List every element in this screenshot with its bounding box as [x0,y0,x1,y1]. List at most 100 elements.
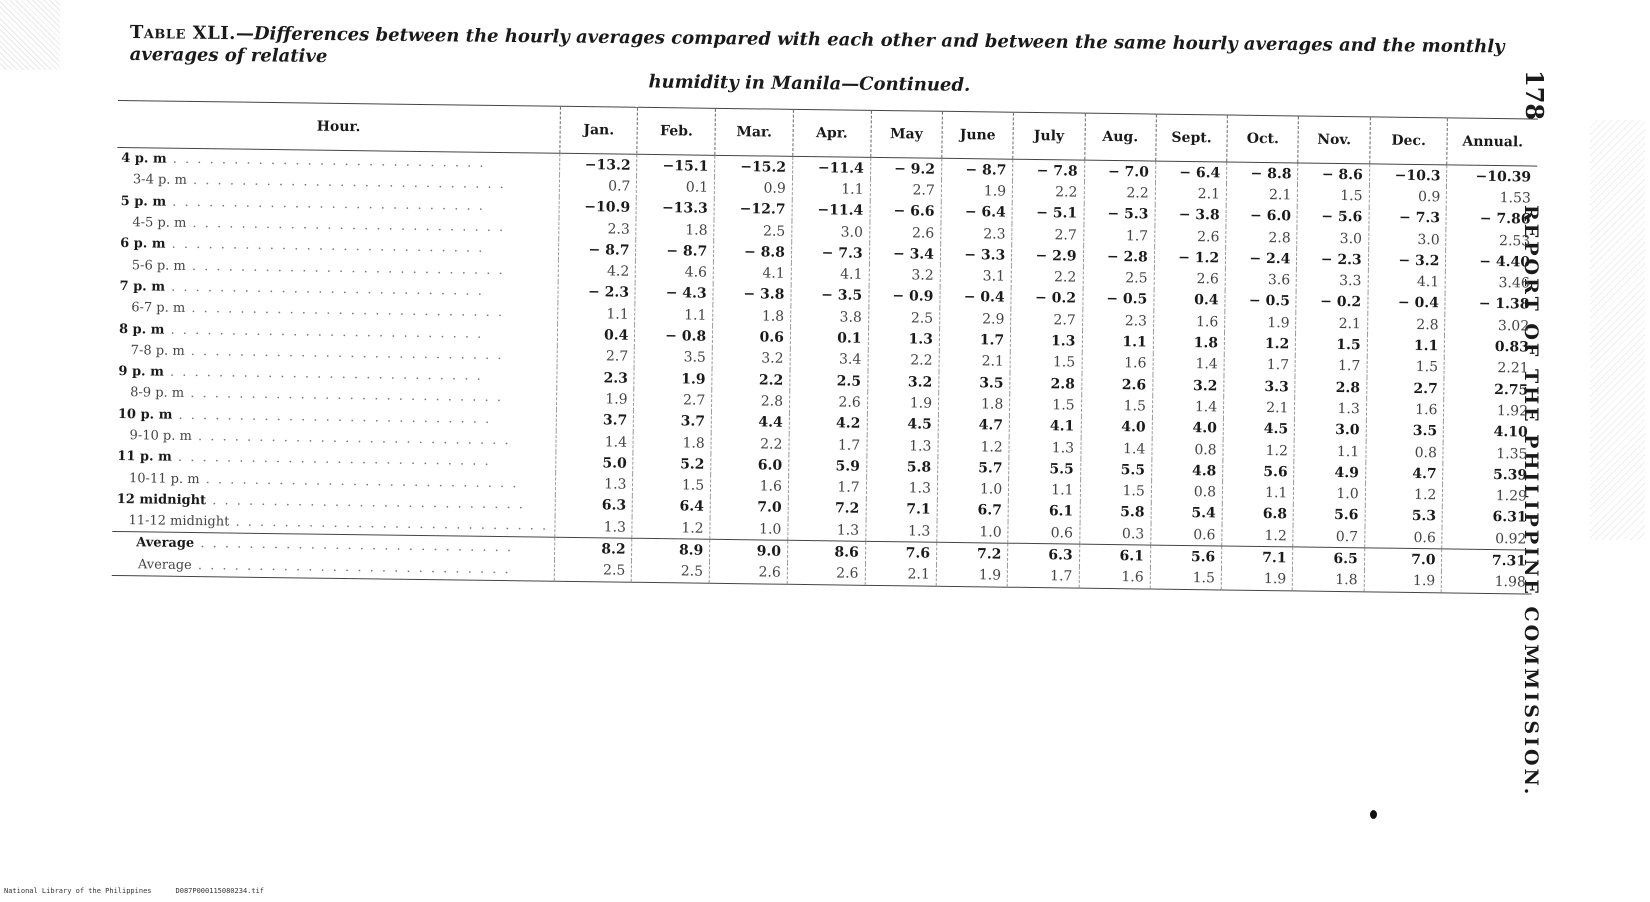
table-cell: 5.7 [937,456,1010,480]
column-header: Sept. [1155,114,1228,163]
row-label-text: 12 midnight [116,491,207,509]
table-cell: 1.9 [634,367,713,391]
table-cell: 5.4 [1150,502,1223,525]
table-cell: 0.92 [1442,527,1533,551]
leader-dots: . . . . . . . . . . . . . . . . . . . . … [194,536,514,556]
table-cell: 1.0 [1293,482,1366,506]
running-title: REPORT OF THE PHILIPPINE COMMISSION. [1520,205,1542,798]
table-cell: 1.7 [788,476,867,499]
table-cell: 4.2 [557,260,636,283]
table-cell: 4.1 [791,263,870,286]
table-cell: 1.6 [1081,352,1154,375]
leader-dots: . . . . . . . . . . . . . . . . . . . . … [186,215,506,236]
table-cell: −10.39 [1446,164,1538,188]
table-cell: 4.5 [1223,418,1295,441]
table-cell: 5.3 [1364,505,1443,528]
row-label-text: 8 p. m [118,321,165,338]
table-cell: 6.31 [1442,506,1533,529]
table-cell: 2.2 [1012,181,1085,204]
table-cell: 1.1 [1081,331,1154,354]
table-cell: 1.6 [1078,566,1151,589]
column-header: May [870,110,943,159]
table-cell: 2.1 [938,350,1011,373]
table-cell: 1.0 [937,478,1009,501]
leader-dots: . . . . . . . . . . . . . . . . . . . . … [166,151,486,171]
table-cell: − 6.6 [869,200,942,223]
table-cell: 0.6 [712,326,791,349]
table-cell: 1.5 [1297,184,1370,207]
table-cell: 7.2 [936,542,1009,566]
table-cell: 2.2 [711,368,790,392]
table-cell: − 7.8 [1012,159,1085,182]
table-cell: 1.7 [1083,224,1155,247]
table-cell: 2.5 [554,559,633,583]
table-cell: − 2.3 [1296,248,1369,271]
table-title: Table XLI.—Differences between the hourl… [129,22,1550,103]
table-cell: − 5.3 [1083,203,1156,226]
table-cell: 2.2 [867,349,940,372]
table-cell: 1.5 [1295,333,1368,357]
table-cell: 1.9 [556,388,635,411]
row-label-text: 5-6 p. m [131,257,186,274]
leader-dots: . . . . . . . . . . . . . . . . . . . . … [163,364,483,384]
table-cell: 4.1 [1009,415,1081,438]
table-cell: 1.4 [1152,395,1224,419]
table-cell: 2.5 [789,369,868,393]
table-cell: − 9.2 [870,157,942,181]
table-cell: 0.8 [1365,441,1444,464]
table-cell: 3.1 [940,265,1012,288]
table-cell: 0.9 [1368,185,1447,208]
column-header: June [941,111,1014,160]
table-cell: 1.5 [1009,393,1082,417]
table-cell: 1.4 [1152,353,1225,376]
leader-dots: . . . . . . . . . . . . . . . . . . . . … [172,407,492,427]
table-cell: − 6.4 [940,201,1013,224]
table-cell: 3.2 [867,370,939,394]
table-cell: − 5.1 [1012,202,1084,225]
table-cell: 5.6 [1222,460,1295,483]
table-cell: 4.10 [1443,420,1534,444]
table-cell: 0.7 [1293,525,1365,549]
leader-dots: . . . . . . . . . . . . . . . . . . . . … [191,557,511,577]
table-cell: − 5.6 [1297,206,1369,229]
table-cell: 2.6 [1081,373,1153,396]
table-cell: −10.3 [1369,163,1448,187]
table-cell: − 0.8 [634,325,713,348]
table-cell: 1.2 [1365,483,1444,507]
table-cell: 2.6 [709,561,788,585]
table-cell: 1.9 [1363,569,1442,593]
column-header: Mar. [715,108,794,157]
table-cell: 6.1 [1079,544,1151,568]
table-cell: 2.75 [1444,378,1535,401]
table-cell: − 7.3 [791,242,870,265]
row-label-text: 6 p. m [120,236,166,252]
table-cell: 1.0 [709,517,788,541]
table-cell: 2.5 [631,560,710,584]
row-label-text: 4 p. m [121,151,167,167]
table-cell: 8.6 [787,540,866,564]
table-cell: 5.9 [788,454,867,478]
table-cell: 1.5 [1366,356,1445,379]
table-cell: −15.1 [637,154,716,178]
leader-dots: . . . . . . . . . . . . . . . . . . . . … [185,258,505,278]
table-cell: 1.7 [1007,565,1080,589]
table-cell: 2.3 [558,217,637,240]
row-label-text: 4-5 p. m [132,215,187,231]
table-cell: 1.0 [936,520,1009,544]
row-label-text: Average [137,557,192,573]
table-cell: 0.4 [557,324,636,347]
table-cell: 6.5 [1292,547,1365,570]
table-cell: 1.3 [867,328,940,351]
footer-file: D087P000115080234.tif [175,887,265,895]
table-cell: 3.7 [633,410,712,433]
column-header: Dec. [1369,116,1448,165]
table-cell: − 3.5 [790,284,869,307]
table-cell: 1.5 [1079,480,1152,503]
table-cell: 3.2 [868,264,941,287]
table-cell: 7.31 [1441,549,1533,573]
table-cell: 1.6 [1153,310,1225,333]
table-cell: 4.9 [1294,461,1366,484]
leader-dots: . . . . . . . . . . . . . . . . . . . . … [184,343,504,363]
table-cell: 3.0 [1297,227,1369,250]
table-cell: −11.4 [791,199,870,222]
